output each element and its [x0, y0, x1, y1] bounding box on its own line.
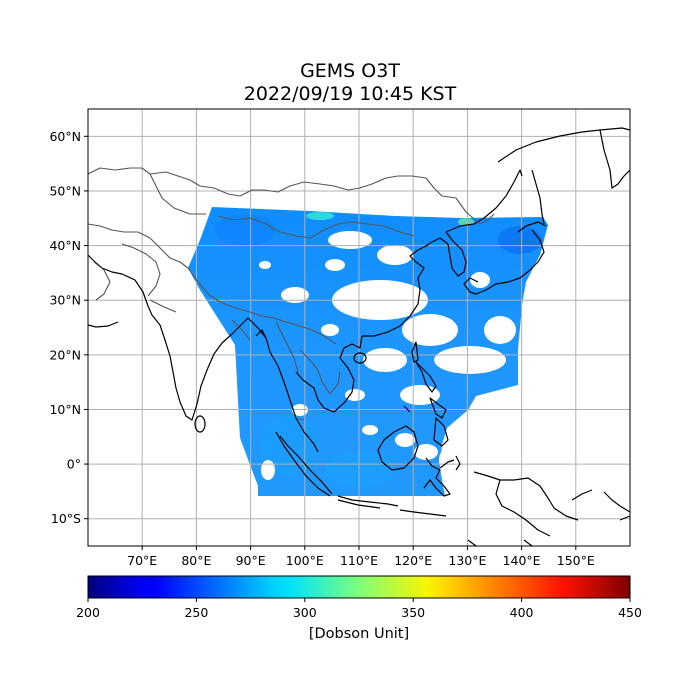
colorbar-tick-label: 400 — [510, 605, 534, 620]
colorbar-ticks: 200 250 300 350 400 450 — [76, 598, 642, 620]
lon-tick-label: 90°E — [236, 553, 266, 568]
colorbar-tick-label: 450 — [618, 605, 642, 620]
lon-tick-label: 140°E — [503, 553, 541, 568]
colorbar-tick-label: 250 — [184, 605, 208, 620]
colorbar-tick-label: 350 — [401, 605, 425, 620]
gridlines — [88, 109, 630, 546]
lat-tick-label: 60°N — [49, 129, 81, 144]
lon-tick-label: 70°E — [127, 553, 157, 568]
lat-tick-label: 0° — [67, 457, 81, 472]
coastlines — [88, 127, 630, 546]
lon-tick-label: 100°E — [286, 553, 324, 568]
colorbar-label: [Dobson Unit] — [309, 626, 409, 642]
lon-tick-label: 120°E — [394, 553, 432, 568]
colorbar-tick-label: 300 — [293, 605, 317, 620]
latitude-ticks: 60°N 50°N 40°N 30°N 20°N 10°N 0° 10°S — [49, 129, 88, 526]
lon-tick-label: 130°E — [448, 553, 486, 568]
country-borders — [88, 167, 495, 421]
colorbar-tick-label: 200 — [76, 605, 100, 620]
lat-tick-label: 10°S — [51, 511, 81, 526]
lat-tick-label: 50°N — [49, 183, 81, 198]
lat-tick-label: 10°N — [49, 402, 81, 417]
cloud-gaps — [259, 231, 516, 480]
lat-tick-label: 20°N — [49, 347, 81, 362]
lat-tick-label: 30°N — [49, 293, 81, 308]
map-subtitle-datetime: 2022/09/19 10:45 KST — [243, 83, 457, 105]
lon-tick-label: 110°E — [340, 553, 378, 568]
lat-tick-label: 40°N — [49, 238, 81, 253]
longitude-ticks: 70°E 80°E 90°E 100°E 110°E 120°E 130°E 140°E 150… — [127, 546, 595, 568]
colorbar — [87, 575, 631, 599]
lon-tick-label: 80°E — [181, 553, 211, 568]
map-title: GEMS O3T — [300, 60, 400, 82]
lon-tick-label: 150°E — [557, 553, 595, 568]
